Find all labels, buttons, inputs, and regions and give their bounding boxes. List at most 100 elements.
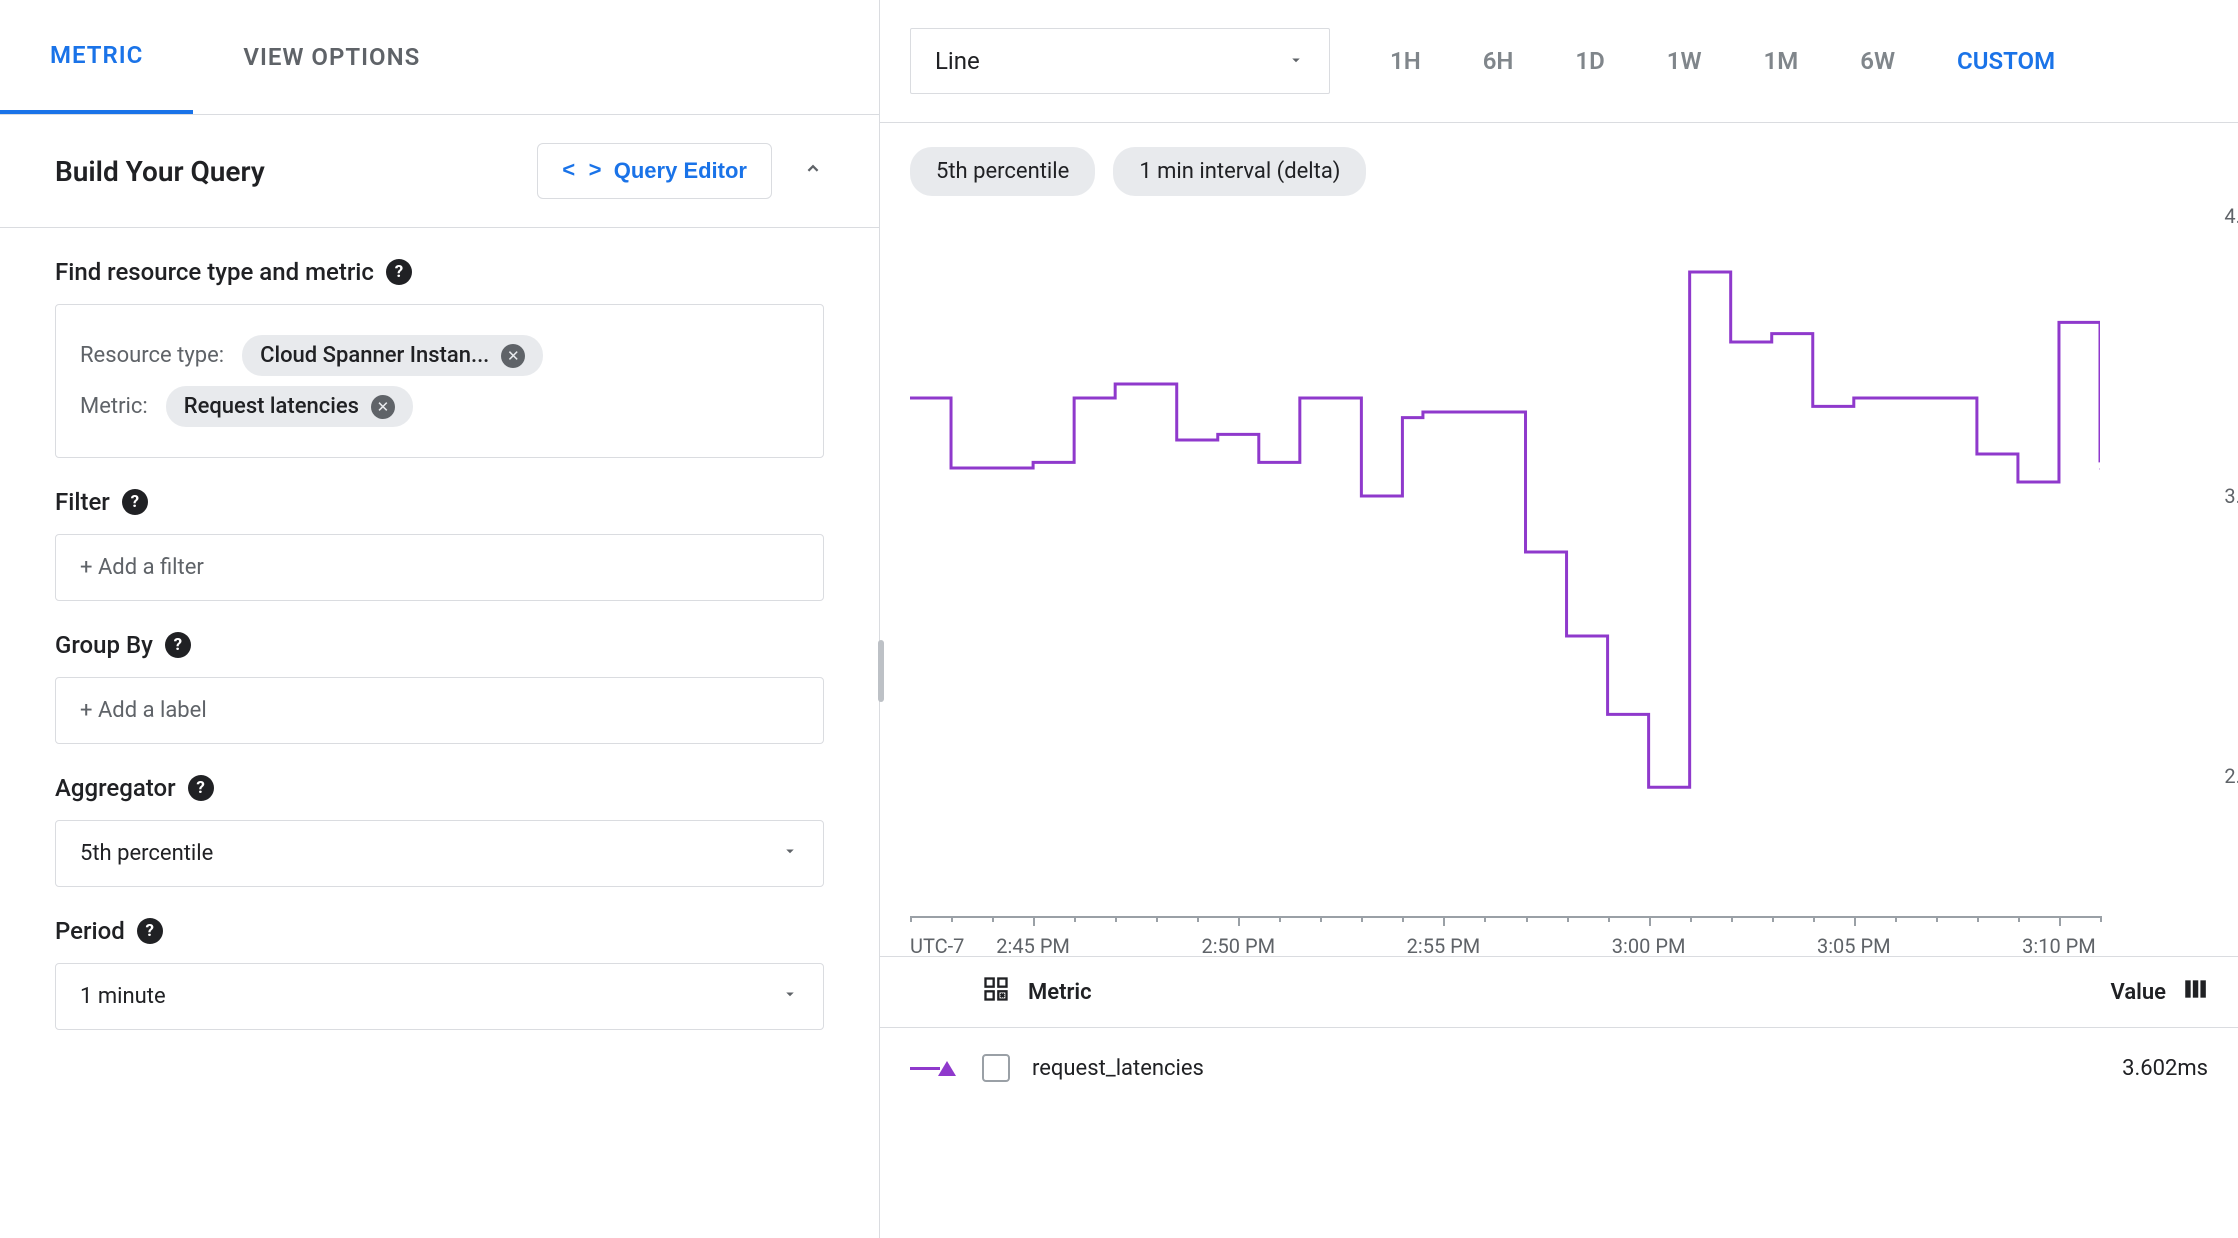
- range-6h[interactable]: 6H: [1483, 47, 1514, 75]
- x-axis-minor-tick: [1115, 916, 1117, 922]
- range-6w[interactable]: 6W: [1860, 47, 1895, 75]
- x-axis-minor-tick: [1936, 916, 1938, 922]
- y-axis-label: 2.5ms: [2224, 764, 2238, 788]
- y-axis-label: 3.5ms: [2224, 484, 2238, 508]
- group-by-input[interactable]: + Add a label: [55, 677, 824, 744]
- chart-top-bar: Line 1H 6H 1D 1W 1M 6W CUSTOM: [880, 0, 2238, 123]
- legend-value-header: Value: [2111, 980, 2166, 1005]
- group-by-label: Group By ?: [55, 631, 824, 659]
- latency-chart: [910, 216, 2100, 976]
- filter-label: Filter ?: [55, 488, 824, 516]
- aggregator-value: 5th percentile: [80, 841, 213, 866]
- build-query-header: Build Your Query < > Query Editor: [0, 115, 879, 228]
- range-1d[interactable]: 1D: [1575, 47, 1604, 75]
- chart-pills: 5th percentile 1 min interval (delta): [880, 123, 2238, 196]
- x-axis-tick: [2059, 916, 2061, 926]
- period-select[interactable]: 1 minute: [55, 963, 824, 1030]
- x-axis-tick: [1443, 916, 1445, 926]
- tab-view-options[interactable]: VIEW OPTIONS: [193, 0, 470, 114]
- x-axis-minor-tick: [1567, 916, 1569, 922]
- help-icon[interactable]: ?: [386, 259, 412, 285]
- chart-type-select[interactable]: Line: [910, 28, 1330, 94]
- x-axis-minor-tick: [1608, 916, 1610, 922]
- x-axis-minor-tick: [1895, 916, 1897, 922]
- legend-series-name: request_latencies: [1032, 1056, 1204, 1081]
- metric-value: Request latencies: [184, 394, 359, 419]
- x-axis-minor-tick: [2100, 916, 2102, 922]
- range-1w[interactable]: 1W: [1667, 47, 1702, 75]
- range-1m[interactable]: 1M: [1764, 47, 1799, 75]
- x-axis-minor-tick: [1813, 916, 1815, 922]
- x-axis-minor-tick: [1197, 916, 1199, 922]
- chevron-down-icon: [781, 984, 799, 1009]
- filter-input[interactable]: + Add a filter: [55, 534, 824, 601]
- resource-metric-box: Resource type: Cloud Spanner Instan... ✕…: [55, 304, 824, 458]
- find-resource-label: Find resource type and metric ?: [55, 258, 824, 286]
- close-icon[interactable]: ✕: [371, 395, 395, 419]
- help-icon[interactable]: ?: [165, 632, 191, 658]
- x-axis-tick: [1649, 916, 1651, 926]
- x-axis-minor-tick: [1156, 916, 1158, 922]
- tab-metric[interactable]: METRIC: [0, 0, 193, 114]
- chart-area: 2ms2.5ms3ms3.5ms4ms4.5msUTC-72:45 PM2:50…: [910, 216, 2208, 956]
- x-axis-label: 3:10 PM: [2022, 934, 2096, 958]
- chevron-down-icon: [781, 841, 799, 866]
- chart-pill: 5th percentile: [910, 147, 1095, 196]
- x-axis-line: [910, 916, 2100, 918]
- chart-panel: Line 1H 6H 1D 1W 1M 6W CUSTOM 5th percentile 1 …: [880, 0, 2238, 1238]
- time-range-buttons: 1H 6H 1D 1W 1M 6W CUSTOM: [1390, 47, 2055, 75]
- x-axis-minor-tick: [910, 916, 912, 922]
- code-icon: < >: [562, 159, 602, 184]
- x-axis-minor-tick: [951, 916, 953, 922]
- aggregator-select[interactable]: 5th percentile: [55, 820, 824, 887]
- resource-type-label: Resource type:: [80, 343, 224, 368]
- period-label: Period ?: [55, 917, 824, 945]
- y-axis-label: 4.5ms: [2224, 204, 2238, 228]
- x-axis-label: 2:45 PM: [996, 934, 1070, 958]
- x-axis-minor-tick: [1526, 916, 1528, 922]
- query-builder-panel: METRIC VIEW OPTIONS Build Your Query < >…: [0, 0, 880, 1238]
- x-axis-minor-tick: [1402, 916, 1404, 922]
- columns-icon[interactable]: [2182, 976, 2208, 1008]
- x-axis-timezone: UTC-7: [910, 934, 964, 958]
- chart-pill: 1 min interval (delta): [1113, 147, 1366, 196]
- x-axis-minor-tick: [1361, 916, 1363, 922]
- x-axis-minor-tick: [1320, 916, 1322, 922]
- metric-chip[interactable]: Request latencies ✕: [166, 386, 413, 427]
- collapse-icon[interactable]: [802, 158, 824, 184]
- legend-row: request_latencies 3.602ms: [880, 1028, 2238, 1108]
- query-editor-button[interactable]: < > Query Editor: [537, 143, 772, 199]
- range-1h[interactable]: 1H: [1390, 47, 1421, 75]
- x-axis-tick: [1854, 916, 1856, 926]
- x-axis-label: 3:05 PM: [1817, 934, 1891, 958]
- x-axis-label: 3:00 PM: [1612, 934, 1686, 958]
- query-editor-label: Query Editor: [614, 158, 747, 184]
- chevron-down-icon: [1287, 47, 1305, 75]
- help-icon[interactable]: ?: [122, 489, 148, 515]
- resource-type-value: Cloud Spanner Instan...: [260, 343, 489, 368]
- build-query-title: Build Your Query: [55, 155, 265, 188]
- resource-type-chip[interactable]: Cloud Spanner Instan... ✕: [242, 335, 543, 376]
- x-axis-tick: [1238, 916, 1240, 926]
- x-axis-label: 2:55 PM: [1407, 934, 1481, 958]
- legend-series-value: 3.602ms: [2122, 1056, 2208, 1081]
- period-value: 1 minute: [80, 984, 166, 1009]
- help-icon[interactable]: ?: [188, 775, 214, 801]
- chart-type-value: Line: [935, 47, 980, 75]
- x-axis-minor-tick: [1279, 916, 1281, 922]
- x-axis-minor-tick: [1731, 916, 1733, 922]
- x-axis-minor-tick: [992, 916, 994, 922]
- legend-metric-header: Metric: [1028, 980, 1092, 1005]
- legend-checkbox[interactable]: [982, 1054, 1010, 1082]
- x-axis-minor-tick: [1690, 916, 1692, 922]
- range-custom[interactable]: CUSTOM: [1957, 47, 2055, 75]
- close-icon[interactable]: ✕: [501, 344, 525, 368]
- x-axis-tick: [1033, 916, 1035, 926]
- left-tabs: METRIC VIEW OPTIONS: [0, 0, 879, 115]
- metric-label: Metric:: [80, 394, 148, 419]
- help-icon[interactable]: ?: [137, 918, 163, 944]
- grid-icon[interactable]: [982, 975, 1010, 1009]
- series-line: [910, 272, 2100, 787]
- resize-handle[interactable]: [878, 640, 884, 702]
- x-axis-label: 2:50 PM: [1201, 934, 1275, 958]
